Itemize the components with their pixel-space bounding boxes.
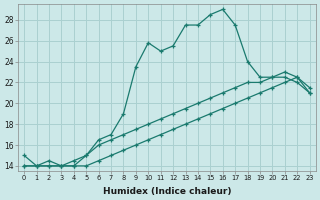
X-axis label: Humidex (Indice chaleur): Humidex (Indice chaleur) — [103, 187, 231, 196]
